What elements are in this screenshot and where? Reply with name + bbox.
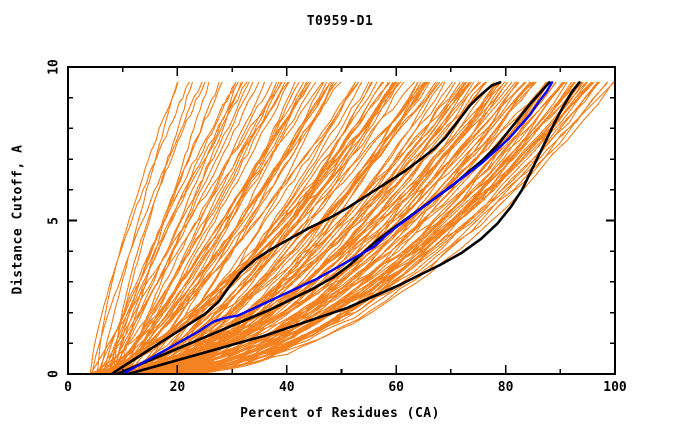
x-tick-label-40: 40 — [278, 380, 295, 395]
page-title: T0959-D1 — [306, 14, 374, 29]
ensemble-curves — [89, 81, 615, 374]
x-tick-label-80: 80 — [497, 380, 514, 395]
axis-frame — [67, 66, 616, 375]
y-axis-title: Distance Cutoff, A — [10, 144, 26, 295]
y-axis-title-wrap: Distance Cutoff, A — [4, 0, 32, 440]
y-tick-label-10: 10 — [46, 59, 62, 75]
x-tick-label-0: 0 — [64, 380, 72, 395]
y-tick-label-5: 5 — [46, 216, 62, 225]
y-tick-label-0: 0 — [46, 370, 62, 378]
x-tick-label-60: 60 — [388, 380, 405, 395]
highlight-curves — [110, 81, 581, 374]
x-tick-label-20: 20 — [169, 380, 186, 395]
x-axis-title: Percent of Residues (CA) — [240, 406, 440, 421]
x-tick-label-100: 100 — [603, 380, 627, 395]
